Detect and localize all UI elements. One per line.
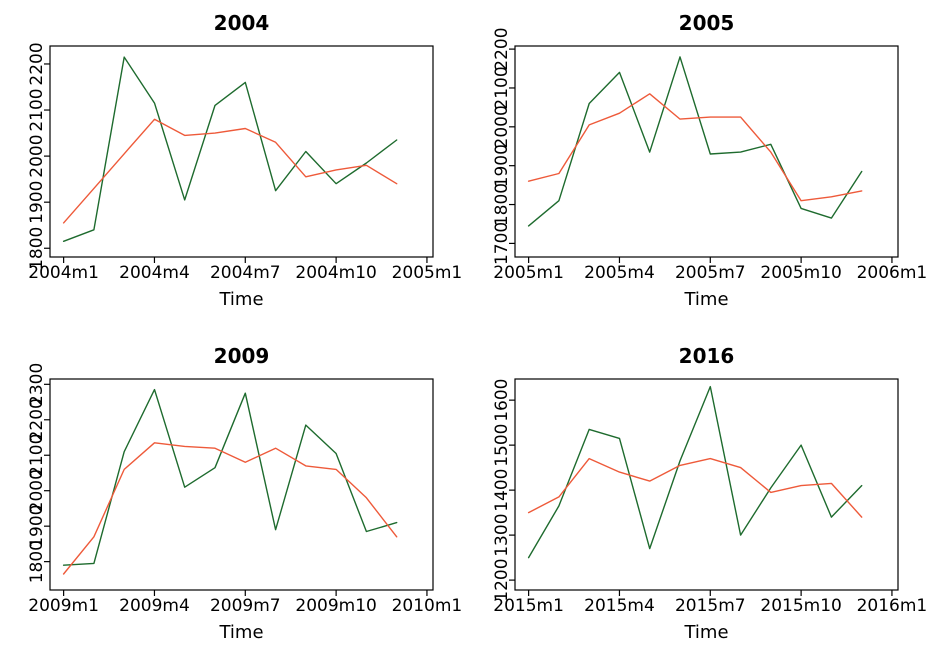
chart-panel-2004: 2004 1800 1900 2000 2100 2200 2004m1 2004m4 2004… bbox=[0, 0, 465, 333]
x-tick-label: 2005m1 bbox=[392, 263, 463, 283]
x-tick-label: 2010m1 bbox=[392, 596, 463, 616]
y-tick-label: 2100 bbox=[492, 66, 512, 109]
chart-title: 2004 bbox=[214, 11, 270, 35]
line-chart-2004: 2004 1800 1900 2000 2100 2200 2004m1 2004m4 2004… bbox=[27, 11, 463, 310]
chart-title: 2005 bbox=[679, 11, 735, 35]
x-tick-label: 2015m1 bbox=[493, 596, 564, 616]
chart-panel-2016: 2016 1200 1300 1400 1500 1600 2015m1 2015m4 2015… bbox=[465, 333, 930, 666]
y-tick-label: 2000 bbox=[27, 134, 47, 177]
y-tick-label: 1200 bbox=[492, 558, 512, 601]
y-tick-label: 1300 bbox=[492, 513, 512, 556]
x-tick-label: 2009m1 bbox=[28, 596, 99, 616]
y-tick-label: 1900 bbox=[492, 144, 512, 187]
green-series-line bbox=[527, 385, 863, 559]
x-tick-label: 2005m7 bbox=[675, 263, 746, 283]
plot-box bbox=[514, 378, 899, 591]
x-tick-label: 2009m10 bbox=[295, 596, 376, 616]
green-series-line bbox=[62, 56, 398, 243]
y-tick-label: 2300 bbox=[27, 363, 47, 406]
x-tick-label: 2005m1 bbox=[493, 263, 564, 283]
x-tick-label: 2015m7 bbox=[675, 596, 746, 616]
green-series-line bbox=[62, 388, 398, 566]
y-tick-label: 1500 bbox=[492, 424, 512, 467]
plot-box bbox=[49, 378, 434, 591]
x-tick-label: 2005m4 bbox=[584, 263, 655, 283]
y-tick-label: 1800 bbox=[27, 227, 47, 270]
chart-panel-2005: 2005 1700 1800 1900 2000 2100 2200 2005m1 2005m4… bbox=[465, 0, 930, 333]
y-tick-label: 2200 bbox=[27, 398, 47, 441]
x-tick-label: 2015m4 bbox=[584, 596, 655, 616]
x-tick-label: 2005m10 bbox=[760, 263, 841, 283]
orange-series-line bbox=[527, 93, 863, 202]
x-axis-label: Time bbox=[218, 289, 263, 310]
y-tick-label: 2200 bbox=[27, 42, 47, 85]
chart-title: 2016 bbox=[679, 344, 735, 368]
chart-panel-2009: 2009 1800 1900 2000 2100 2200 2300 2009m1 2009m4… bbox=[0, 333, 465, 666]
y-tick-label: 2100 bbox=[27, 434, 47, 477]
y-tick-label: 2100 bbox=[27, 88, 47, 131]
y-tick-label: 1600 bbox=[492, 379, 512, 422]
orange-series-line bbox=[62, 442, 398, 575]
orange-series-line bbox=[527, 457, 863, 518]
y-tick-label: 1700 bbox=[492, 222, 512, 265]
y-tick-label: 1800 bbox=[492, 183, 512, 226]
x-tick-label: 2015m10 bbox=[760, 596, 841, 616]
chart-title: 2009 bbox=[214, 344, 270, 368]
plot-box bbox=[49, 45, 434, 258]
y-tick-label: 1400 bbox=[492, 468, 512, 511]
x-axis-label: Time bbox=[683, 289, 728, 310]
x-tick-label: 2004m10 bbox=[295, 263, 376, 283]
y-tick-label: 2000 bbox=[27, 469, 47, 512]
green-series-line bbox=[527, 56, 863, 227]
x-tick-label: 2009m7 bbox=[210, 596, 281, 616]
plot-box bbox=[514, 45, 899, 258]
y-tick-label: 2200 bbox=[492, 27, 512, 70]
y-tick-label: 1900 bbox=[27, 181, 47, 224]
x-axis-label: Time bbox=[683, 622, 728, 643]
orange-series-line bbox=[62, 118, 398, 224]
y-tick-label: 2000 bbox=[492, 105, 512, 148]
x-tick-label: 2004m7 bbox=[210, 263, 281, 283]
x-axis-label: Time bbox=[218, 622, 263, 643]
x-tick-label: 2004m4 bbox=[119, 263, 190, 283]
x-tick-label: 2006m1 bbox=[857, 263, 928, 283]
y-tick-label: 1900 bbox=[27, 505, 47, 548]
x-tick-label: 2004m1 bbox=[28, 263, 99, 283]
y-tick-label: 1800 bbox=[27, 540, 47, 583]
x-tick-label: 2016m1 bbox=[857, 596, 928, 616]
x-tick-label: 2009m4 bbox=[119, 596, 190, 616]
